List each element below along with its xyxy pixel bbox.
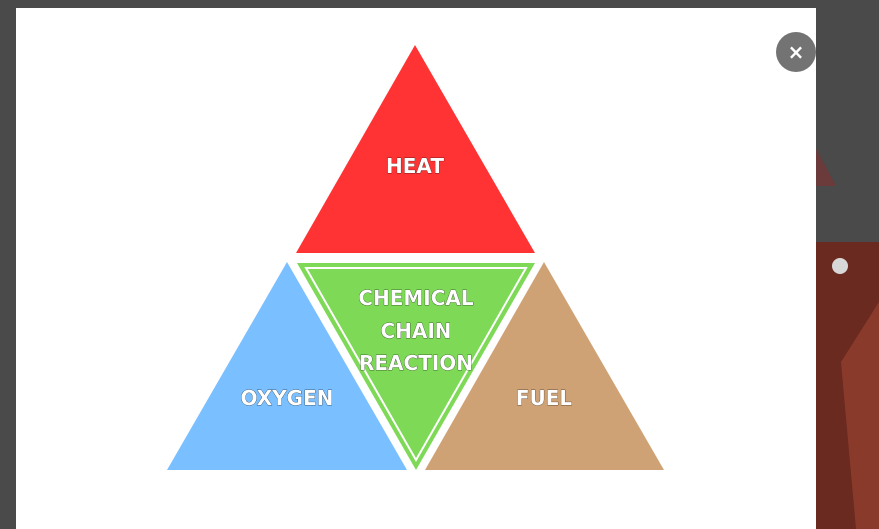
- background-thumbnail-top: [816, 0, 879, 242]
- fuel-label: FUEL: [516, 386, 573, 410]
- fuel-triangle: [425, 262, 664, 470]
- reaction-triangle: [297, 263, 535, 470]
- background-article-edge: [0, 0, 16, 529]
- oxygen-label: OXYGEN: [240, 386, 333, 410]
- fire-tetrahedron-diagram: HEAT OXYGEN FUEL CHEMICAL CHAIN REACTION: [167, 45, 664, 470]
- close-button[interactable]: ×: [776, 32, 816, 72]
- heat-label: HEAT: [386, 154, 444, 178]
- image-lightbox-modal: HEAT OXYGEN FUEL CHEMICAL CHAIN REACTION…: [16, 8, 816, 529]
- oxygen-triangle: [167, 262, 407, 470]
- reaction-triangle-outline: [304, 267, 528, 463]
- heat-triangle: [296, 45, 535, 253]
- background-thumbnail-image: [816, 242, 879, 529]
- reaction-label-line-2: CHAIN: [380, 319, 451, 343]
- clock-icon: [832, 258, 848, 274]
- background-triangle-fragment: [816, 0, 836, 186]
- reaction-label-line-3: REACTION: [359, 351, 473, 375]
- reaction-label-line-1: CHEMICAL: [358, 286, 474, 310]
